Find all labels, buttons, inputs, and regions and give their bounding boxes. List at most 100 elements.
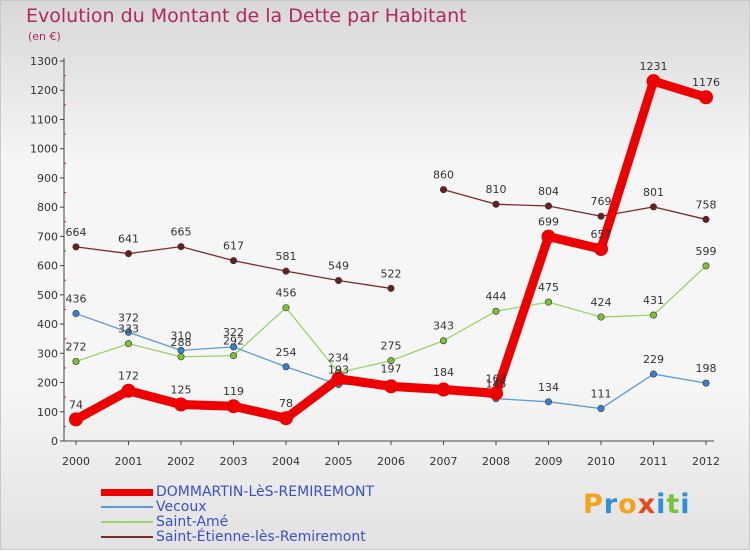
x-tick-label: 2000	[62, 455, 90, 468]
y-tick-label: 1300	[30, 55, 58, 68]
data-label: 664	[66, 226, 87, 239]
data-label: 1176	[692, 76, 720, 89]
data-label: 172	[118, 370, 139, 383]
logo-letter: P	[583, 489, 604, 520]
data-point	[177, 243, 185, 251]
data-label: 431	[643, 294, 664, 307]
data-point	[492, 307, 500, 315]
data-point	[702, 379, 710, 387]
data-point	[230, 343, 238, 351]
data-label: 424	[591, 296, 612, 309]
y-tick-label: 1000	[30, 143, 58, 156]
data-point	[174, 397, 188, 412]
x-tick-label: 2005	[325, 455, 353, 468]
legend-label: Saint-Étienne-lès-Remiremont	[156, 529, 366, 545]
data-label: 758	[696, 198, 717, 211]
data-label: 234	[328, 352, 349, 365]
data-label: 310	[171, 329, 192, 342]
chart-title: Evolution du Montant de la Dette par Hab…	[26, 5, 467, 27]
x-tick-label: 2011	[640, 455, 668, 468]
data-label: 343	[433, 320, 454, 333]
data-point	[544, 398, 552, 406]
x-tick-label: 2001	[115, 455, 143, 468]
data-point	[544, 202, 552, 210]
y-tick-label: 1200	[30, 84, 58, 97]
data-label: 229	[643, 353, 664, 366]
legend-label: Saint-Amé	[156, 514, 229, 530]
logo-letter: i	[656, 489, 667, 520]
series-line	[75, 265, 707, 374]
data-point	[649, 311, 657, 319]
data-label: 444	[486, 290, 507, 303]
y-tick-label: 100	[37, 406, 58, 419]
y-tick-label: 300	[37, 347, 58, 360]
data-point	[177, 353, 185, 361]
data-label: 810	[486, 183, 507, 196]
data-point	[72, 357, 80, 365]
x-tick-label: 2003	[220, 455, 248, 468]
y-tick-label: 500	[37, 289, 58, 302]
data-point	[331, 371, 346, 386]
data-label: 119	[223, 385, 244, 398]
unit-label: (en €)	[28, 30, 61, 43]
data-label: 436	[66, 293, 87, 306]
data-point	[282, 363, 290, 371]
data-point	[649, 370, 657, 378]
data-point	[69, 412, 83, 427]
x-tick-label: 2006	[377, 455, 405, 468]
data-label: 657	[591, 228, 612, 241]
data-point	[72, 310, 80, 318]
data-label: 549	[328, 260, 349, 273]
data-point	[334, 277, 342, 285]
data-point	[72, 243, 80, 251]
data-point	[439, 337, 447, 345]
data-label: 288	[171, 336, 192, 349]
x-tick-label: 2009	[535, 455, 563, 468]
data-point	[439, 186, 447, 194]
data-label: 769	[591, 195, 612, 208]
data-label: 197	[381, 362, 402, 375]
y-tick-label: 200	[37, 377, 58, 390]
data-point	[649, 203, 657, 211]
legend-swatch	[101, 521, 153, 523]
logo-letter: t	[666, 489, 681, 520]
data-point	[125, 340, 133, 348]
data-point	[489, 386, 503, 401]
data-label: 522	[381, 267, 402, 280]
legend-label: Vecoux	[156, 499, 207, 515]
data-label: 804	[538, 185, 559, 198]
y-tick-label: 800	[37, 201, 58, 214]
legend-swatch	[101, 536, 153, 538]
data-point	[541, 229, 556, 244]
data-label: 599	[696, 245, 717, 258]
data-label: 1231	[640, 60, 668, 73]
series-line	[442, 188, 707, 221]
data-label: 322	[223, 326, 244, 339]
data-point	[384, 379, 398, 394]
data-point	[597, 212, 605, 220]
data-label: 475	[538, 281, 559, 294]
data-point	[699, 90, 713, 105]
data-point	[226, 399, 241, 414]
data-label: 272	[66, 340, 87, 353]
data-label: 111	[591, 388, 612, 401]
data-label: 292	[223, 335, 244, 348]
y-tick-label: 1100	[30, 113, 58, 126]
x-tick-label: 2010	[587, 455, 615, 468]
data-point	[125, 250, 133, 258]
legend-label: DOMMARTIN-LèS-REMIREMONT	[156, 484, 375, 500]
data-point	[597, 405, 605, 413]
x-tick-label: 2004	[272, 455, 300, 468]
data-label: 641	[118, 233, 139, 246]
data-point	[702, 262, 710, 270]
data-label: 699	[538, 216, 559, 229]
data-label: 372	[118, 311, 139, 324]
data-label: 198	[696, 362, 717, 375]
data-label: 801	[643, 186, 664, 199]
data-label: 333	[118, 323, 139, 336]
logo-letter: o	[618, 489, 638, 520]
x-tick-label: 2008	[482, 455, 510, 468]
data-label: 665	[171, 226, 192, 239]
data-label: 184	[433, 366, 454, 379]
